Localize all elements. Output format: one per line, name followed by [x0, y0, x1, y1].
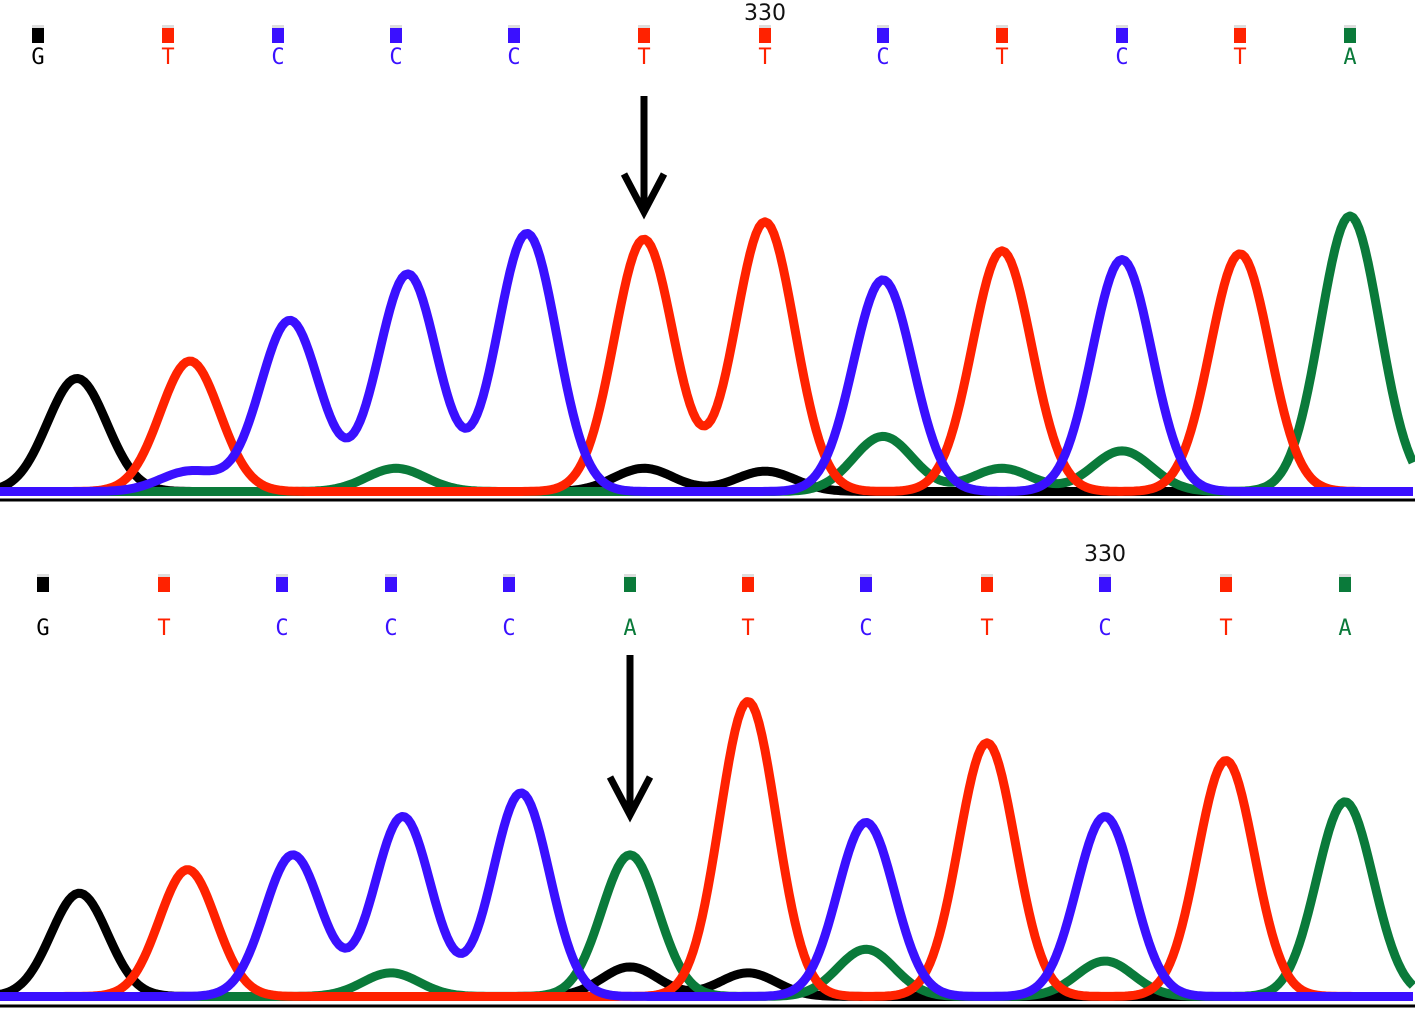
- chromatogram-top-svg: 330 G T C C C T T C T C T A: [0, 1, 1415, 502]
- trace-C: [0, 229, 1415, 496]
- base-quality-square: [158, 576, 170, 592]
- base-call-letter: A: [1338, 616, 1351, 641]
- base-quality-cap: [1344, 25, 1356, 28]
- base-call-letter: T: [157, 616, 170, 641]
- base-quality-square: [1339, 576, 1351, 592]
- base-quality-square: [1344, 27, 1356, 43]
- base-quality-cap: [742, 574, 754, 577]
- base-quality-square: [996, 27, 1008, 43]
- base-quality-cap: [37, 574, 49, 577]
- position-label: 330: [744, 1, 786, 26]
- base-quality-cap: [1234, 25, 1246, 28]
- base-quality-cap: [981, 574, 993, 577]
- position-label: 330: [1084, 542, 1126, 567]
- base-call-letter: C: [384, 616, 397, 641]
- base-quality-cap: [503, 574, 515, 577]
- base-quality-cap: [624, 574, 636, 577]
- base-call-letter: A: [1343, 45, 1356, 70]
- base-call-letter: T: [1233, 45, 1246, 70]
- base-quality-square: [503, 576, 515, 592]
- base-call-letter: C: [275, 616, 288, 641]
- base-call-letter: G: [31, 45, 44, 70]
- base-quality-square: [742, 576, 754, 592]
- base-call-letter: T: [161, 45, 174, 70]
- trace-C: [0, 788, 1415, 1001]
- base-call-letter: C: [1098, 616, 1111, 641]
- base-call-letter: T: [741, 616, 754, 641]
- base-call-letter: G: [36, 616, 49, 641]
- arrow-marker-icon: [620, 96, 668, 220]
- base-quality-cap: [638, 25, 650, 28]
- trace-A: [0, 211, 1415, 496]
- base-quality-cap: [158, 574, 170, 577]
- base-call-letter: T: [758, 45, 771, 70]
- base-quality-cap: [385, 574, 397, 577]
- base-quality-square: [276, 576, 288, 592]
- base-quality-cap: [1220, 574, 1232, 577]
- base-quality-square: [37, 576, 49, 592]
- chromatogram-top: 330 G T C C C T T C T C T A: [0, 1, 1415, 502]
- base-quality-cap: [1116, 25, 1128, 28]
- base-call-letter: C: [1115, 45, 1128, 70]
- base-quality-cap: [390, 25, 402, 28]
- trace-T: [0, 217, 1415, 496]
- base-call-letter: A: [623, 616, 636, 641]
- base-quality-cap: [32, 25, 44, 28]
- base-quality-square: [1220, 576, 1232, 592]
- base-call-letter: C: [876, 45, 889, 70]
- base-quality-cap: [1339, 574, 1351, 577]
- chromatogram-bottom-svg: 330 G T C C C A T C T C T A: [0, 542, 1415, 1008]
- base-quality-square: [759, 27, 771, 43]
- base-quality-square: [1116, 27, 1128, 43]
- base-quality-square: [162, 27, 174, 43]
- base-call-letter: C: [502, 616, 515, 641]
- base-quality-cap: [860, 574, 872, 577]
- base-quality-square: [860, 576, 872, 592]
- base-quality-square: [638, 27, 650, 43]
- base-call-letter: T: [980, 616, 993, 641]
- base-call-letter: C: [271, 45, 284, 70]
- base-quality-square: [508, 27, 520, 43]
- base-quality-cap: [996, 25, 1008, 28]
- base-call-letter: T: [995, 45, 1008, 70]
- chromatogram-bottom: 330 G T C C C A T C T C T A: [0, 505, 1415, 1009]
- base-quality-cap: [759, 25, 771, 28]
- base-quality-square: [624, 576, 636, 592]
- base-quality-square: [1099, 576, 1111, 592]
- arrow-marker-icon: [606, 655, 654, 823]
- base-quality-cap: [1099, 574, 1111, 577]
- base-quality-square: [32, 27, 44, 43]
- base-quality-cap: [877, 25, 889, 28]
- base-quality-cap: [276, 574, 288, 577]
- base-quality-cap: [272, 25, 284, 28]
- base-call-letter: C: [389, 45, 402, 70]
- base-call-letter: C: [507, 45, 520, 70]
- base-quality-cap: [508, 25, 520, 28]
- base-quality-square: [385, 576, 397, 592]
- base-call-letter: C: [859, 616, 872, 641]
- base-call-letter: T: [1219, 616, 1232, 641]
- base-quality-square: [390, 27, 402, 43]
- trace-T: [0, 697, 1415, 1001]
- base-quality-square: [981, 576, 993, 592]
- base-quality-square: [877, 27, 889, 43]
- base-quality-square: [272, 27, 284, 43]
- base-quality-square: [1234, 27, 1246, 43]
- base-call-letter: T: [637, 45, 650, 70]
- base-quality-cap: [162, 25, 174, 28]
